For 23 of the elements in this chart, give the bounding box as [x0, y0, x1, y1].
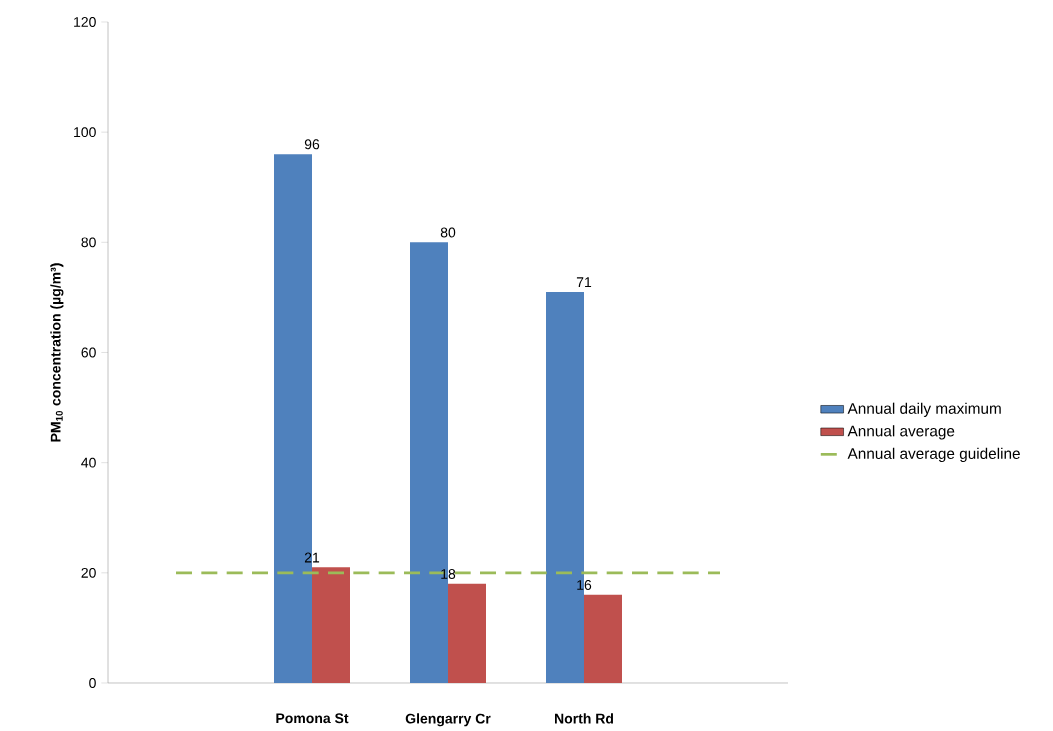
y-tick-label: 0: [89, 678, 96, 688]
x-tick-label: North Rd: [555, 713, 614, 724]
bar: [312, 567, 350, 683]
data-label: 71: [576, 277, 592, 287]
y-tick-label: 60: [81, 347, 96, 358]
bar: [448, 583, 486, 683]
text: PM$_{10}$ concentration (µg/m³): [50, 263, 64, 442]
legend-label: Annual average: [847, 425, 955, 440]
legend-label: Annual daily maximum: [847, 402, 1001, 417]
legend-label: Annual average guideline: [847, 447, 1020, 463]
data-label: 21: [304, 552, 320, 563]
data-label: 80: [440, 227, 456, 238]
data-label: 96: [304, 139, 320, 150]
x-tick-label: Pomona St: [276, 713, 349, 724]
x-tick-label: Glengarry Cr: [405, 713, 491, 727]
y-tick-label: 20: [81, 567, 96, 578]
bar: [584, 594, 622, 683]
data-label: 16: [577, 580, 592, 590]
y-tick-label: 120: [74, 17, 96, 27]
y-tick-label: 40: [81, 457, 96, 468]
y-tick-label: 80: [81, 237, 96, 248]
y-tick-label: 100: [74, 127, 96, 138]
data-label: 18: [441, 568, 456, 579]
